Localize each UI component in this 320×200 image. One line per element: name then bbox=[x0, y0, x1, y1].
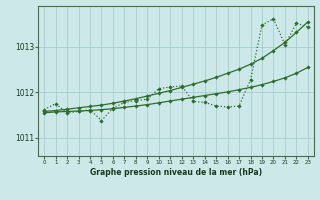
X-axis label: Graphe pression niveau de la mer (hPa): Graphe pression niveau de la mer (hPa) bbox=[90, 168, 262, 177]
